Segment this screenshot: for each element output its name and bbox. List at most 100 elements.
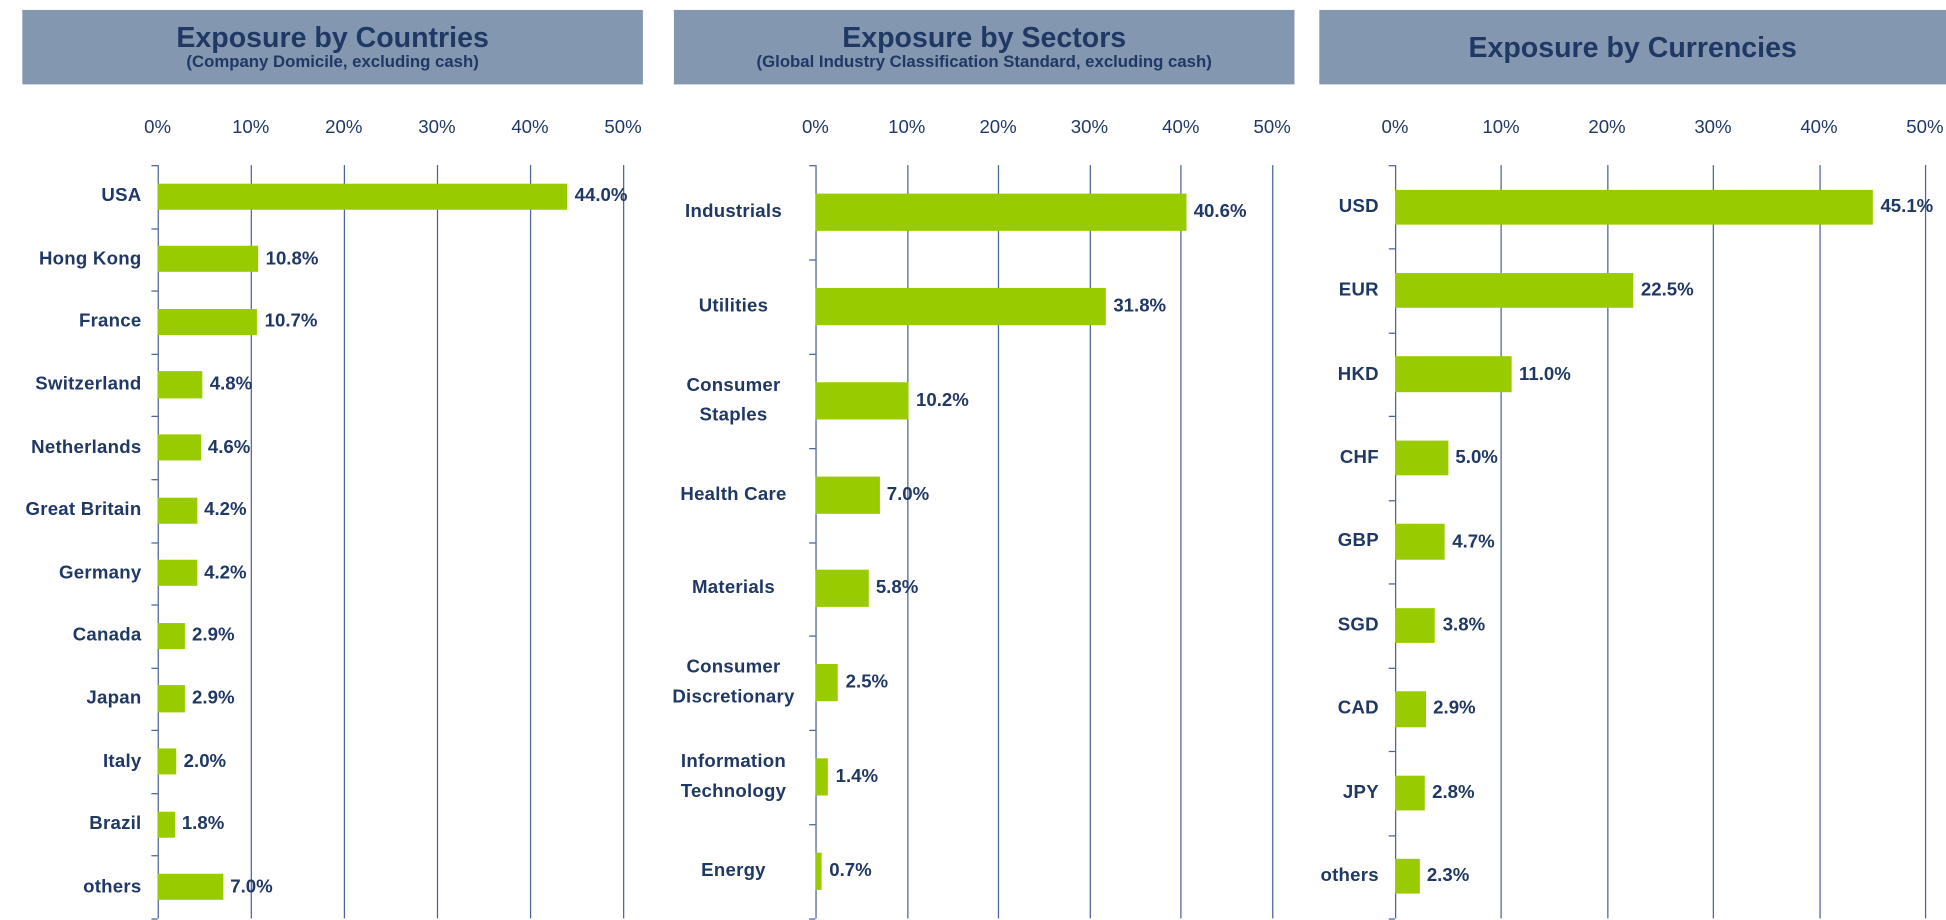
bar <box>815 287 1106 325</box>
grid-line <box>1272 165 1274 919</box>
axis-tick <box>1388 165 1395 167</box>
bar <box>1394 607 1436 643</box>
x-tick-label: 20% <box>325 116 363 138</box>
category-label: USA <box>101 185 142 207</box>
value-label: 4.2% <box>204 499 247 521</box>
axis-tick <box>1388 499 1395 502</box>
axis-tick <box>151 918 158 920</box>
axis-tick <box>151 855 158 857</box>
bar <box>157 246 259 273</box>
category-label: Hong Kong <box>38 248 142 270</box>
value-label: 11.0% <box>1519 363 1571 385</box>
bar <box>157 622 185 650</box>
value-label: 4.6% <box>207 436 251 458</box>
value-label: 45.1% <box>1880 195 1934 217</box>
bar <box>815 570 869 608</box>
category-label: Health Care <box>680 483 787 505</box>
grid-line <box>906 165 908 919</box>
x-tick-label: 50% <box>1253 116 1291 138</box>
axis-tick <box>1388 834 1395 836</box>
grid-line <box>250 165 252 919</box>
category-label: France <box>78 310 142 332</box>
value-label: 10.8% <box>265 248 319 270</box>
value-label: 44.0% <box>574 185 628 207</box>
bar <box>157 873 223 901</box>
category-label: GBP <box>1337 530 1379 552</box>
axis-tick <box>151 353 158 355</box>
category-label: others <box>1320 865 1379 887</box>
category-label: Switzerland <box>35 373 142 395</box>
value-label: 2.3% <box>1426 865 1470 887</box>
value-label: 10.2% <box>916 389 969 411</box>
grid-line <box>436 165 439 919</box>
value-label: 1.4% <box>835 765 879 788</box>
axis-tick <box>809 259 816 261</box>
bar <box>1394 524 1445 560</box>
axis-tick <box>809 353 816 355</box>
grid-line <box>998 165 1000 919</box>
value-label: 4.7% <box>1452 530 1495 552</box>
value-label: 5.0% <box>1455 446 1498 468</box>
axis-tick <box>151 290 158 292</box>
bar <box>1394 858 1420 895</box>
axis-tick <box>809 918 816 920</box>
chart-subtitle: (Global Industry Classification Standard… <box>756 52 1212 71</box>
chart-subtitle: (Company Domicile, excluding cash) <box>186 52 479 71</box>
category-label: Information Technology <box>680 751 787 802</box>
bar <box>815 852 822 890</box>
value-label: 7.0% <box>886 483 930 505</box>
axis-tick <box>1388 248 1395 251</box>
category-label: HKD <box>1337 363 1379 385</box>
axis-tick <box>809 635 816 638</box>
x-tick-label: 30% <box>418 116 456 138</box>
bar <box>815 476 880 514</box>
bar <box>815 758 829 796</box>
x-tick-label: 0% <box>801 116 829 138</box>
axis-tick <box>151 667 158 669</box>
x-tick-label: 10% <box>1482 116 1520 138</box>
category-label: EUR <box>1338 279 1379 301</box>
grid-line <box>1180 165 1183 919</box>
value-label: 2.9% <box>192 687 235 709</box>
axis-tick <box>1388 332 1395 334</box>
value-label: 4.2% <box>204 561 247 584</box>
x-tick-label: 40% <box>511 116 549 138</box>
value-label: 31.8% <box>1113 295 1167 317</box>
category-label: others <box>83 875 142 897</box>
bar <box>1394 775 1425 811</box>
axis-tick <box>151 792 158 795</box>
category-label: Japan <box>86 687 142 709</box>
value-label: 10.7% <box>264 310 318 332</box>
category-label: Energy <box>701 860 766 882</box>
grid-line <box>1818 165 1821 919</box>
grid-line <box>1606 165 1609 919</box>
value-label: 0.7% <box>829 860 872 882</box>
category-label: Brazil <box>89 813 142 835</box>
bar <box>157 434 201 461</box>
value-label: 2.0% <box>183 750 227 772</box>
axis-tick <box>1388 918 1395 920</box>
bar <box>157 183 568 210</box>
grid-line <box>157 165 159 919</box>
bar <box>157 559 197 587</box>
category-label: Consumer Discretionary <box>672 656 795 708</box>
category-label: Canada <box>72 624 142 646</box>
axis-tick <box>809 730 816 732</box>
value-label: 4.8% <box>209 373 253 395</box>
x-tick-label: 40% <box>1162 116 1200 138</box>
axis-tick <box>1388 416 1395 418</box>
value-label: 2.9% <box>1433 697 1476 720</box>
grid-line <box>1712 165 1715 919</box>
category-label: CAD <box>1337 697 1379 720</box>
title-box: Exposure by Sectors (Global Industry Clas… <box>673 9 1295 85</box>
axis-tick <box>151 416 158 418</box>
category-label: Utilities <box>698 295 769 317</box>
x-tick-label: 20% <box>1588 116 1626 138</box>
value-label: 3.8% <box>1442 614 1486 636</box>
value-label: 2.5% <box>845 671 889 693</box>
chart-title: Exposure by Currencies <box>1468 31 1797 64</box>
x-tick-label: 40% <box>1800 116 1838 138</box>
value-label: 2.9% <box>192 624 235 646</box>
category-label: Germany <box>59 561 142 584</box>
